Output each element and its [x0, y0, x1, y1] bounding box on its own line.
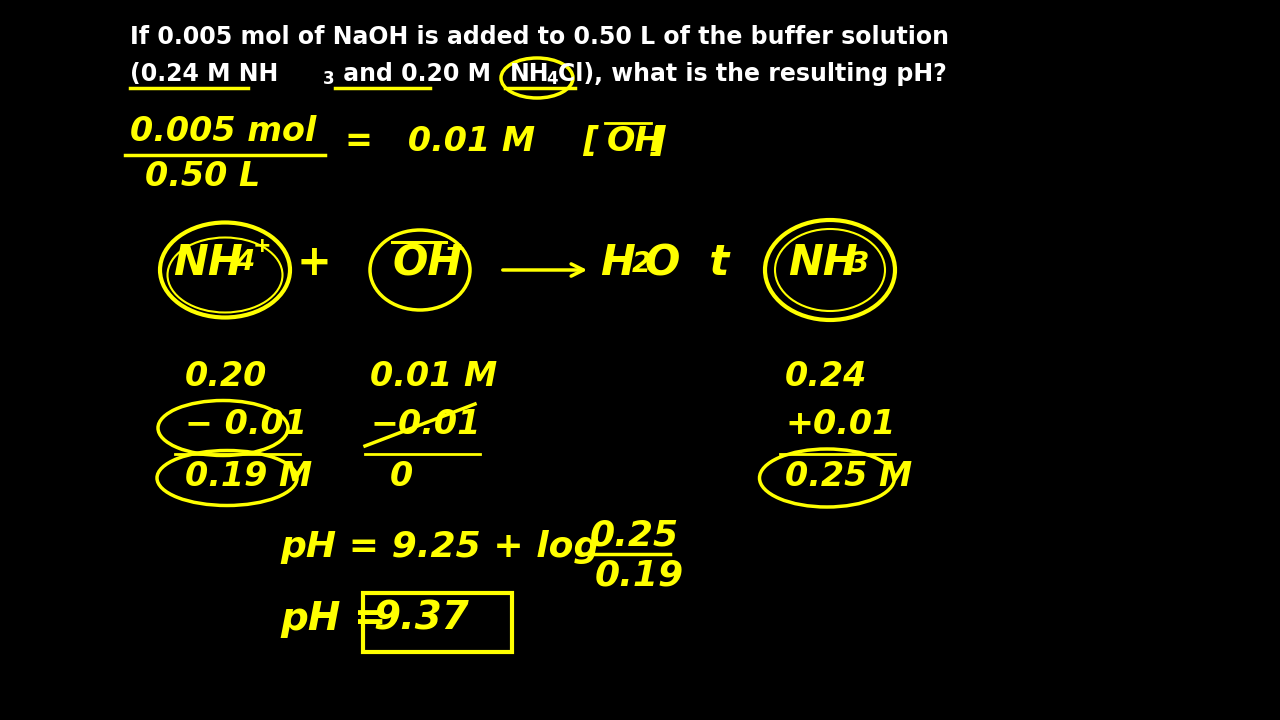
- Text: 4: 4: [547, 70, 558, 88]
- Text: NH: NH: [788, 242, 858, 284]
- Text: [: [: [561, 125, 599, 158]
- Text: 0.19: 0.19: [595, 558, 684, 592]
- Text: 0.50 L: 0.50 L: [145, 160, 260, 193]
- Text: 3: 3: [850, 250, 869, 278]
- Text: 0.25: 0.25: [590, 518, 680, 552]
- Text: If 0.005 mol of NaOH is added to 0.50 L of the buffer solution: If 0.005 mol of NaOH is added to 0.50 L …: [131, 25, 948, 49]
- Text: 4: 4: [236, 248, 255, 276]
- Text: +: +: [297, 242, 332, 284]
- Text: −0.01: −0.01: [370, 408, 480, 441]
- Text: 0: 0: [390, 460, 413, 493]
- Text: 0.005 mol: 0.005 mol: [131, 115, 316, 148]
- Text: 9.37: 9.37: [372, 600, 468, 638]
- Text: NH: NH: [173, 242, 243, 284]
- Text: pH =: pH =: [280, 600, 387, 638]
- Text: −: −: [444, 236, 465, 260]
- Text: 0.19 M: 0.19 M: [186, 460, 312, 493]
- Text: OH: OH: [392, 242, 462, 284]
- Text: 3: 3: [323, 70, 334, 88]
- Text: 0.20: 0.20: [186, 360, 268, 393]
- Text: − 0.01: − 0.01: [186, 408, 307, 441]
- Text: pH = 9.25 + log: pH = 9.25 + log: [280, 530, 599, 564]
- Text: O  t: O t: [645, 242, 730, 284]
- Text: and 0.20 M: and 0.20 M: [335, 62, 499, 86]
- Text: 2: 2: [632, 250, 652, 278]
- Text: 0.24: 0.24: [785, 360, 868, 393]
- Text: ]: ]: [652, 125, 667, 158]
- Text: +0.01: +0.01: [785, 408, 896, 441]
- Text: +: +: [253, 236, 271, 256]
- Text: (0.24 M NH: (0.24 M NH: [131, 62, 278, 86]
- Text: H: H: [600, 242, 635, 284]
- Text: 0.01 M: 0.01 M: [370, 360, 497, 393]
- Text: NH: NH: [509, 62, 549, 86]
- Text: =   0.01 M: = 0.01 M: [346, 125, 535, 158]
- Text: 0.25 M: 0.25 M: [785, 460, 913, 493]
- Text: OH: OH: [607, 125, 663, 158]
- Text: Cl), what is the resulting pH?: Cl), what is the resulting pH?: [558, 62, 947, 86]
